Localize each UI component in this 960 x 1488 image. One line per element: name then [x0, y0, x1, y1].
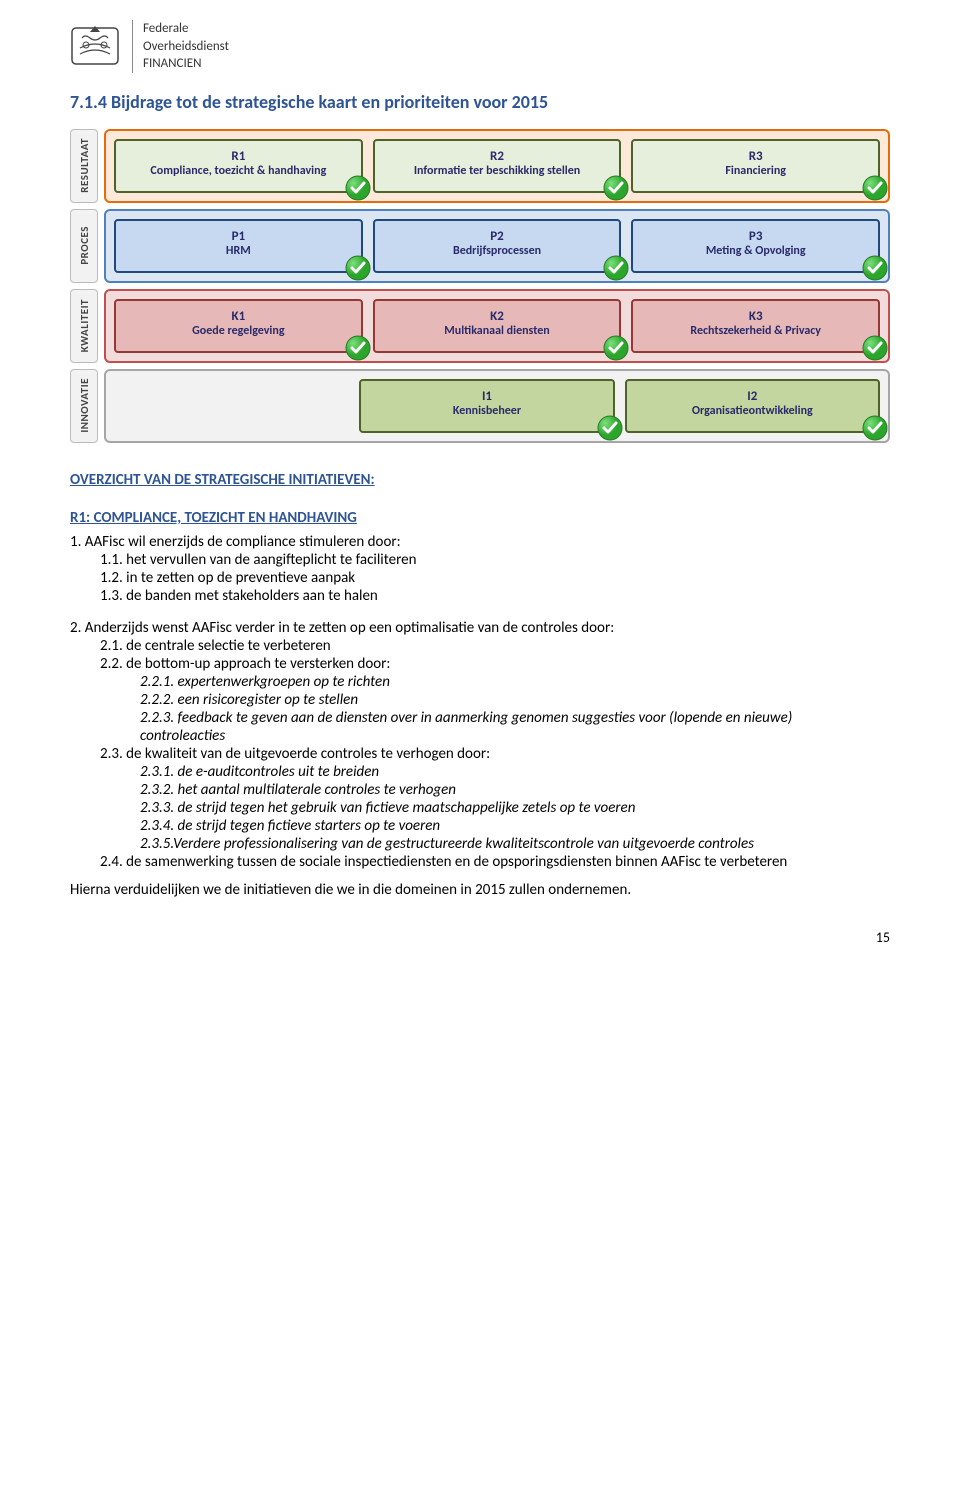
chart-cell-label: Bedrijfsprocessen	[383, 244, 612, 258]
chart-cell: R2Informatie ter beschikking stellen	[373, 139, 622, 193]
chart-cell: K1Goede regelgeving	[114, 299, 363, 353]
chart-row-body: R1Compliance, toezicht & handhaving R2In…	[104, 129, 890, 203]
strategic-chart: RESULTAATR1Compliance, toezicht & handha…	[70, 129, 890, 443]
closing-paragraph: Hierna verduidelijken we de initiatieven…	[70, 881, 890, 899]
chart-side-label: RESULTAAT	[70, 129, 98, 203]
chart-cell-code: K3	[641, 309, 870, 324]
chart-cell-label: Meting & Opvolging	[641, 244, 870, 258]
chart-cell-code: K2	[383, 309, 612, 324]
item-2: 2. Anderzijds wenst AAFisc verder in te …	[70, 619, 890, 637]
chart-cell: P3Meting & Opvolging	[631, 219, 880, 273]
check-icon	[862, 335, 888, 361]
item-2-3-4: 2.3.4. de strijd tegen fictieve starters…	[70, 817, 890, 835]
page-number: 15	[70, 929, 890, 946]
item-2-2-1: 2.2.1. expertenwerkgroepen op te richten	[70, 673, 890, 691]
chart-cell-code: P1	[124, 229, 353, 244]
chart-cell-code: R3	[641, 149, 870, 164]
check-icon	[862, 415, 888, 441]
item-1-1: 1.1. het vervullen van de aangifteplicht…	[70, 551, 890, 569]
chart-cell: K3Rechtszekerheid & Privacy	[631, 299, 880, 353]
item-2-4: 2.4. de samenwerking tussen de sociale i…	[70, 853, 890, 871]
item-1: 1. AAFisc wil enerzijds de compliance st…	[70, 533, 890, 551]
chart-cell: R1Compliance, toezicht & handhaving	[114, 139, 363, 193]
item-2-3-1: 2.3.1. de e-auditcontroles uit te breide…	[70, 763, 890, 781]
chart-cell-label: Goede regelgeving	[124, 324, 353, 338]
check-icon	[862, 255, 888, 281]
org-name: Federale Overheidsdienst FINANCIEN	[132, 20, 229, 73]
chart-cell: P2Bedrijfsprocessen	[373, 219, 622, 273]
chart-row: PROCESP1HRM P2Bedrijfsprocessen P3Meting…	[70, 209, 890, 283]
item-2-3-2: 2.3.2. het aantal multilaterale controle…	[70, 781, 890, 799]
item-2-3: 2.3. de kwaliteit van de uitgevoerde con…	[70, 745, 890, 763]
chart-side-label: INNOVATIE	[70, 369, 98, 443]
belgian-gov-logo	[70, 20, 120, 70]
document-header: Federale Overheidsdienst FINANCIEN	[70, 20, 890, 73]
chart-cell-label: Informatie ter beschikking stellen	[383, 164, 612, 178]
chart-row-body: I1Kennisbeheer I2Organisatieontwikkeling	[104, 369, 890, 443]
chart-cell: I1Kennisbeheer	[359, 379, 614, 433]
chart-cell-label: HRM	[124, 244, 353, 258]
item-2-3-3: 2.3.3. de strijd tegen het gebruik van f…	[70, 799, 890, 817]
chart-cell: P1HRM	[114, 219, 363, 273]
r1-title: R1: COMPLIANCE, TOEZICHT EN HANDHAVING	[70, 509, 890, 527]
chart-row: INNOVATIEI1Kennisbeheer I2Organisatieont…	[70, 369, 890, 443]
chart-cell-label: Rechtszekerheid & Privacy	[641, 324, 870, 338]
item-1-2: 1.2. in te zetten op de preventieve aanp…	[70, 569, 890, 587]
chart-cell: R3Financiering	[631, 139, 880, 193]
check-icon	[345, 255, 371, 281]
chart-cell-label: Kennisbeheer	[369, 404, 604, 418]
check-icon	[345, 335, 371, 361]
chart-row: RESULTAATR1Compliance, toezicht & handha…	[70, 129, 890, 203]
check-icon	[603, 255, 629, 281]
item-2-2: 2.2. de bottom-up approach te versterken…	[70, 655, 890, 673]
chart-cell: K2Multikanaal diensten	[373, 299, 622, 353]
chart-cell-code: I2	[635, 389, 870, 404]
chart-cell-code: P2	[383, 229, 612, 244]
chart-cell-label: Organisatieontwikkeling	[635, 404, 870, 418]
org-line-3: FINANCIEN	[143, 55, 229, 73]
section-title: 7.1.4 Bijdrage tot de strategische kaart…	[70, 91, 890, 113]
chart-row-body: K1Goede regelgeving K2Multikanaal dienst…	[104, 289, 890, 363]
check-icon	[862, 175, 888, 201]
chart-cell-label: Compliance, toezicht & handhaving	[124, 164, 353, 178]
chart-cell-label: Multikanaal diensten	[383, 324, 612, 338]
chart-side-label: KWALITEIT	[70, 289, 98, 363]
chart-cell-code: R2	[383, 149, 612, 164]
check-icon	[603, 175, 629, 201]
check-icon	[603, 335, 629, 361]
chart-spacer	[114, 379, 349, 433]
chart-cell-label: Financiering	[641, 164, 870, 178]
item-2-2-3: 2.2.3. feedback te geven aan de diensten…	[70, 709, 890, 745]
chart-cell-code: K1	[124, 309, 353, 324]
item-1-3: 1.3. de banden met stakeholders aan te h…	[70, 587, 890, 605]
org-line-1: Federale	[143, 20, 229, 38]
overview-title: OVERZICHT VAN DE STRATEGISCHE INITIATIEV…	[70, 471, 890, 489]
chart-cell-code: I1	[369, 389, 604, 404]
chart-cell: I2Organisatieontwikkeling	[625, 379, 880, 433]
chart-side-label: PROCES	[70, 209, 98, 283]
chart-cell-code: R1	[124, 149, 353, 164]
chart-row-body: P1HRM P2Bedrijfsprocessen P3Meting & Opv…	[104, 209, 890, 283]
item-2-2-2: 2.2.2. een risicoregister op te stellen	[70, 691, 890, 709]
org-line-2: Overheidsdienst	[143, 38, 229, 56]
chart-cell-code: P3	[641, 229, 870, 244]
check-icon	[345, 175, 371, 201]
chart-row: KWALITEITK1Goede regelgeving K2Multikana…	[70, 289, 890, 363]
item-2-1: 2.1. de centrale selectie te verbeteren	[70, 637, 890, 655]
check-icon	[597, 415, 623, 441]
item-2-3-5: 2.3.5.Verdere professionalisering van de…	[70, 835, 890, 853]
